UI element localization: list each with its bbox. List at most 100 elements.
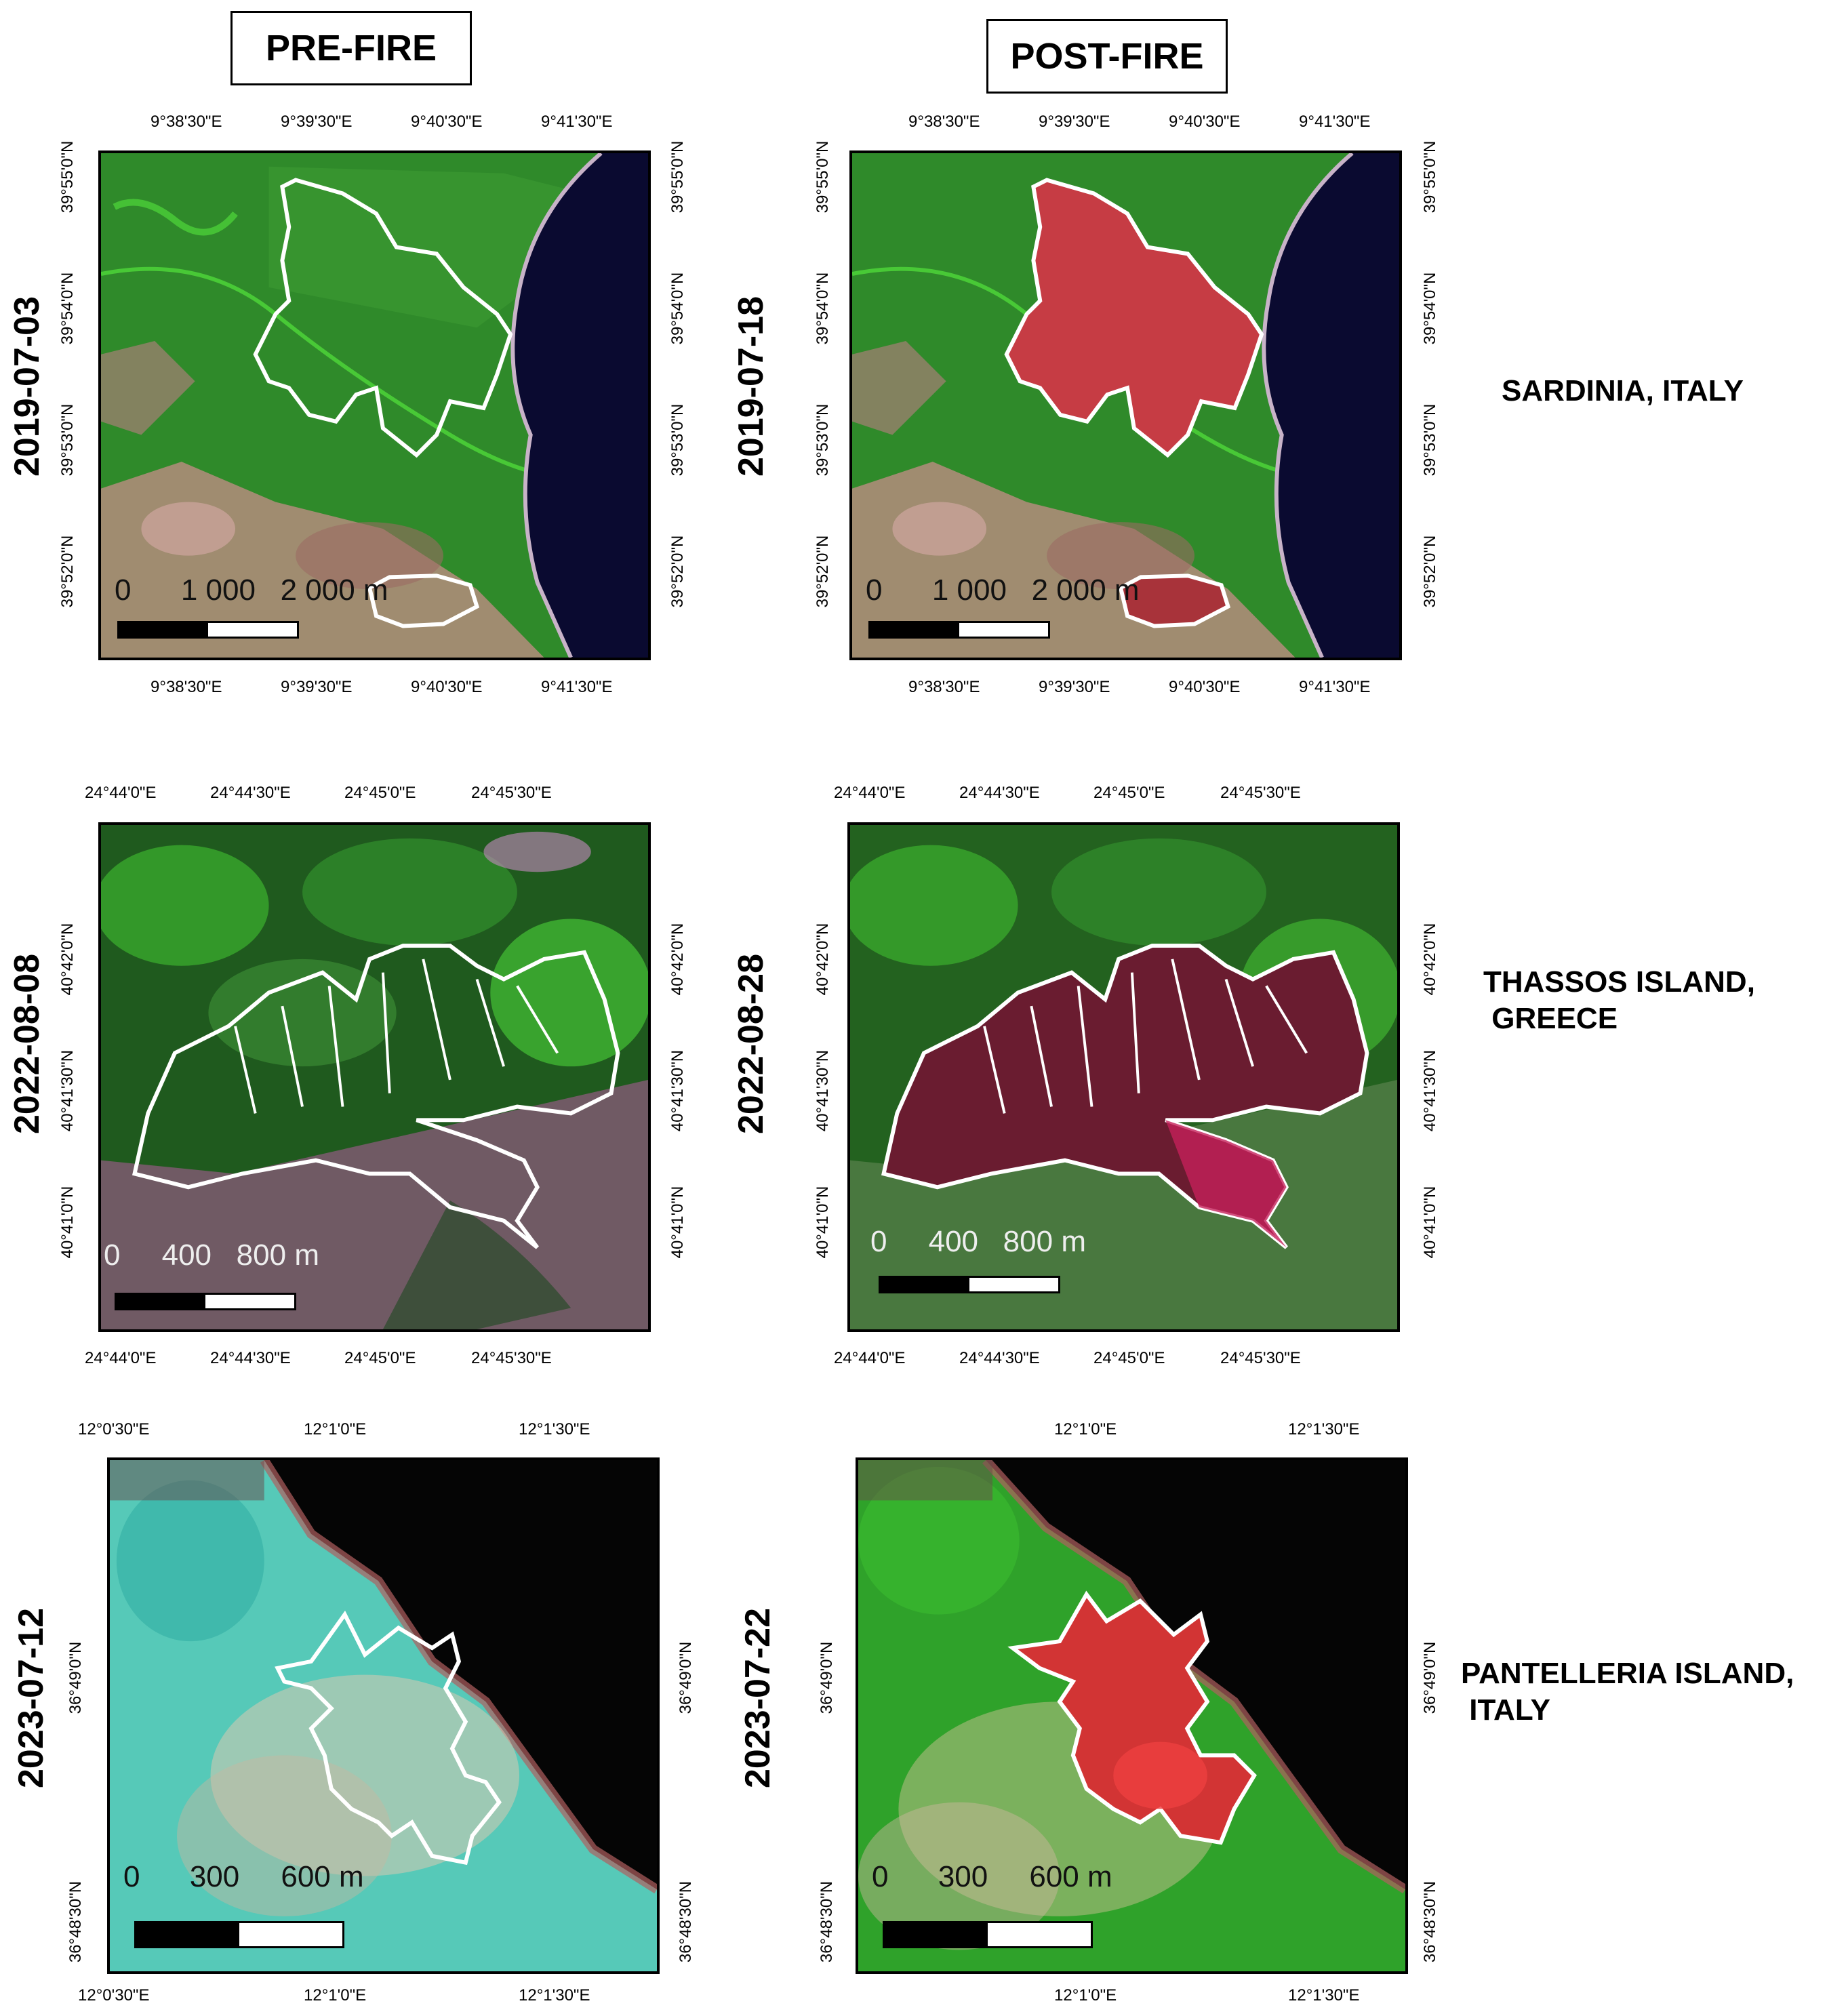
lat-label: 39°53'0"N (668, 403, 687, 477)
lat-label: 39°54'0"N (668, 272, 687, 345)
lat-label: 39°55'0"N (58, 140, 77, 214)
lon-label: 24°44'30"E (959, 1349, 1040, 1367)
pre-date-row2: 2022-08-08 (7, 954, 47, 1134)
scale-bar-label: 0 1 000 2 000 m (115, 573, 388, 607)
scale-bar (868, 621, 1050, 639)
lat-label: 39°52'0"N (58, 535, 77, 608)
scale-bar-label: 0 400 800 m (104, 1238, 319, 1272)
region-line: GREECE (1483, 1002, 1618, 1035)
pre-date-row3: 2023-07-12 (12, 1608, 51, 1788)
lon-label: 24°44'30"E (210, 1349, 291, 1367)
lon-label: 24°45'30"E (1220, 784, 1301, 802)
lon-label: 9°39'30"E (281, 678, 353, 696)
lat-label: 36°49'0"N (1421, 1641, 1439, 1714)
lat-label: 39°54'0"N (58, 272, 77, 345)
scale-bar-label: 0 400 800 m (870, 1225, 1086, 1258)
lon-label: 24°45'30"E (1220, 1349, 1301, 1367)
lon-label: 12°1'30"E (1288, 1420, 1360, 1438)
post-fire-header-label: POST-FIRE (1010, 36, 1204, 77)
pantelleria-post-map: 0 300 600 m (856, 1457, 1408, 1974)
lon-label: 12°0'30"E (78, 1986, 150, 2005)
lon-label: 9°38'30"E (150, 678, 222, 696)
lon-label: 24°45'0"E (1093, 1349, 1165, 1367)
thassos-pre-imagery (101, 825, 648, 1329)
lat-label: 39°55'0"N (668, 140, 687, 214)
lat-label: 36°48'30"N (1421, 1880, 1439, 1963)
lon-label: 24°45'0"E (344, 1349, 416, 1367)
pre-date-row1: 2019-07-03 (7, 296, 47, 477)
lon-label: 9°40'30"E (411, 113, 483, 131)
post-date-row1: 2019-07-18 (731, 296, 771, 477)
lat-label: 39°55'0"N (1421, 140, 1439, 214)
lat-label: 40°42'0"N (668, 923, 687, 996)
lat-label: 40°42'0"N (1421, 923, 1439, 996)
lon-label: 9°38'30"E (150, 113, 222, 131)
lat-label: 40°42'0"N (813, 923, 832, 996)
lat-label: 40°41'0"N (58, 1186, 77, 1259)
region-line: ITALY (1461, 1693, 1551, 1727)
lon-label: 12°1'0"E (1054, 1986, 1117, 2005)
lon-label: 9°40'30"E (1169, 113, 1241, 131)
lon-label: 24°44'30"E (210, 784, 291, 802)
region-label-sardinia: SARDINIA, ITALY (1502, 373, 1744, 409)
scale-bar-label: 0 300 600 m (123, 1860, 364, 1893)
lat-label: 40°41'30"N (668, 1049, 687, 1132)
lon-label: 24°44'0"E (85, 784, 157, 802)
thassos-post-imagery (850, 825, 1397, 1329)
sardinia-post-map: 0 1 000 2 000 m (849, 150, 1402, 660)
lon-label: 9°39'30"E (281, 113, 353, 131)
region-label-thassos: THASSOS ISLAND, GREECE (1483, 964, 1755, 1037)
scale-bar (134, 1921, 344, 1948)
lon-label: 24°44'30"E (959, 784, 1040, 802)
lon-label: 9°39'30"E (1039, 678, 1110, 696)
lon-label: 9°40'30"E (1169, 678, 1241, 696)
lon-label: 12°1'30"E (519, 1986, 590, 2005)
sardinia-pre-map: 0 1 000 2 000 m (98, 150, 651, 660)
sardinia-post-imagery (852, 153, 1399, 658)
lat-label: 39°55'0"N (813, 140, 832, 214)
lon-label: 12°1'0"E (304, 1420, 367, 1438)
lat-label: 39°54'0"N (1421, 272, 1439, 345)
lat-label: 36°49'0"N (818, 1641, 836, 1714)
lon-label: 9°41'30"E (541, 678, 613, 696)
lon-label: 9°41'30"E (541, 113, 613, 131)
pre-fire-header-label: PRE-FIRE (265, 28, 437, 68)
lon-label: 9°40'30"E (411, 678, 483, 696)
lat-label: 36°48'30"N (818, 1880, 836, 1963)
lat-label: 39°53'0"N (1421, 403, 1439, 477)
post-fire-header: POST-FIRE (986, 19, 1228, 94)
lat-label: 40°41'30"N (58, 1049, 77, 1132)
scale-bar-label: 0 300 600 m (872, 1860, 1112, 1893)
lon-label: 12°1'0"E (1054, 1420, 1117, 1438)
lat-label: 36°49'0"N (66, 1641, 85, 1714)
lat-label: 39°54'0"N (813, 272, 832, 345)
lon-label: 12°0'30"E (78, 1420, 150, 1438)
lat-label: 39°52'0"N (1421, 535, 1439, 608)
lon-label: 24°45'0"E (344, 784, 416, 802)
lon-label: 24°45'0"E (1093, 784, 1165, 802)
lon-label: 9°41'30"E (1299, 678, 1371, 696)
lat-label: 36°48'30"N (677, 1880, 695, 1963)
scale-bar-label: 0 1 000 2 000 m (866, 573, 1140, 607)
lat-label: 39°53'0"N (813, 403, 832, 477)
lat-label: 40°41'0"N (813, 1186, 832, 1259)
post-date-row3: 2023-07-22 (738, 1608, 778, 1788)
lon-label: 12°1'0"E (304, 1986, 367, 2005)
lon-label: 12°1'30"E (519, 1420, 590, 1438)
pantelleria-post-imagery (858, 1460, 1405, 1971)
scale-bar (117, 621, 299, 639)
lon-label: 24°44'0"E (834, 1349, 906, 1367)
lon-label: 24°44'0"E (85, 1349, 157, 1367)
post-date-row2: 2022-08-28 (731, 954, 771, 1134)
lon-label: 12°1'30"E (1288, 1986, 1360, 2005)
lat-label: 36°48'30"N (66, 1880, 85, 1963)
scale-bar (879, 1276, 1060, 1293)
thassos-pre-map: 0 400 800 m (98, 822, 651, 1332)
pantelleria-pre-map: 0 300 600 m (107, 1457, 660, 1974)
region-line: THASSOS ISLAND, (1483, 965, 1755, 999)
lat-label: 39°53'0"N (58, 403, 77, 477)
lon-label: 9°41'30"E (1299, 113, 1371, 131)
scale-bar (115, 1293, 296, 1310)
lat-label: 39°52'0"N (668, 535, 687, 608)
lat-label: 40°41'30"N (1421, 1049, 1439, 1132)
